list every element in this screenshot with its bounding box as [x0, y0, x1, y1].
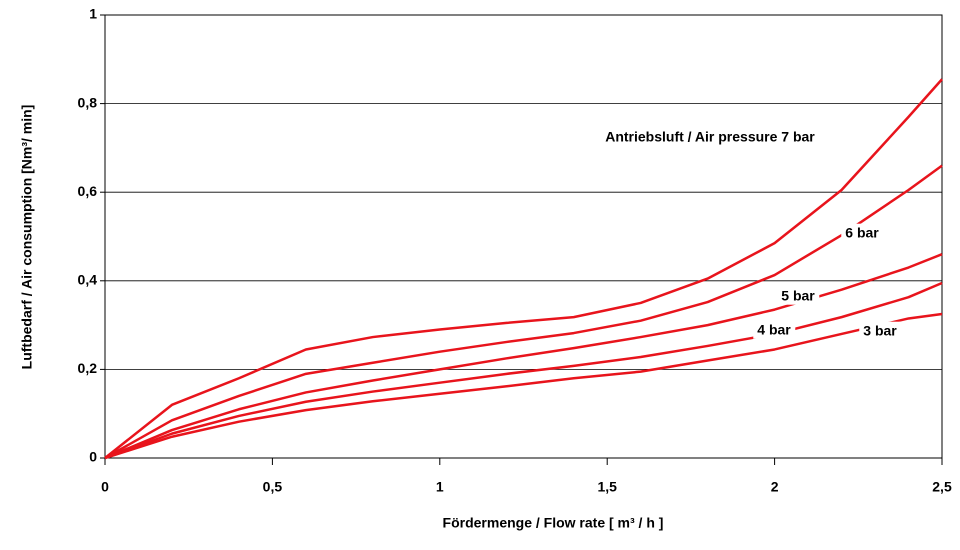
y-tick-label: 0,8 [78, 94, 98, 110]
series-label: 3 bar [863, 323, 897, 339]
y-tick-label: 1 [89, 6, 97, 22]
x-tick-label: 0,5 [263, 479, 283, 495]
data-line [104, 312, 943, 460]
label-background [777, 286, 820, 305]
data-line [104, 78, 943, 459]
plot-frame [104, 14, 943, 459]
series-label: 6 bar [845, 225, 879, 241]
series-label: 5 bar [781, 288, 815, 304]
series-label: Antriebsluft / Air pressure 7 bar [605, 129, 815, 145]
y-axis-title: Luftbedarf / Air consumption [Nm³/ min] [19, 105, 35, 370]
y-tick-label: 0,4 [78, 272, 98, 288]
data-line [104, 164, 943, 460]
label-background [753, 320, 796, 339]
data-line [104, 281, 943, 460]
label-background [841, 223, 884, 242]
y-tick-label: 0,6 [78, 183, 98, 199]
x-axis-title: Fördermenge / Flow rate [ m³ / h ] [443, 515, 664, 531]
data-line [104, 253, 943, 460]
x-tick-label: 2,5 [932, 479, 952, 495]
y-tick-label: 0 [89, 449, 97, 465]
x-tick-label: 1,5 [597, 479, 617, 495]
x-tick-label: 2 [771, 479, 779, 495]
label-background [859, 321, 902, 340]
series-label: 4 bar [757, 322, 791, 338]
x-tick-label: 0 [101, 479, 109, 495]
x-tick-label: 1 [436, 479, 444, 495]
y-tick-label: 0,2 [78, 360, 98, 376]
